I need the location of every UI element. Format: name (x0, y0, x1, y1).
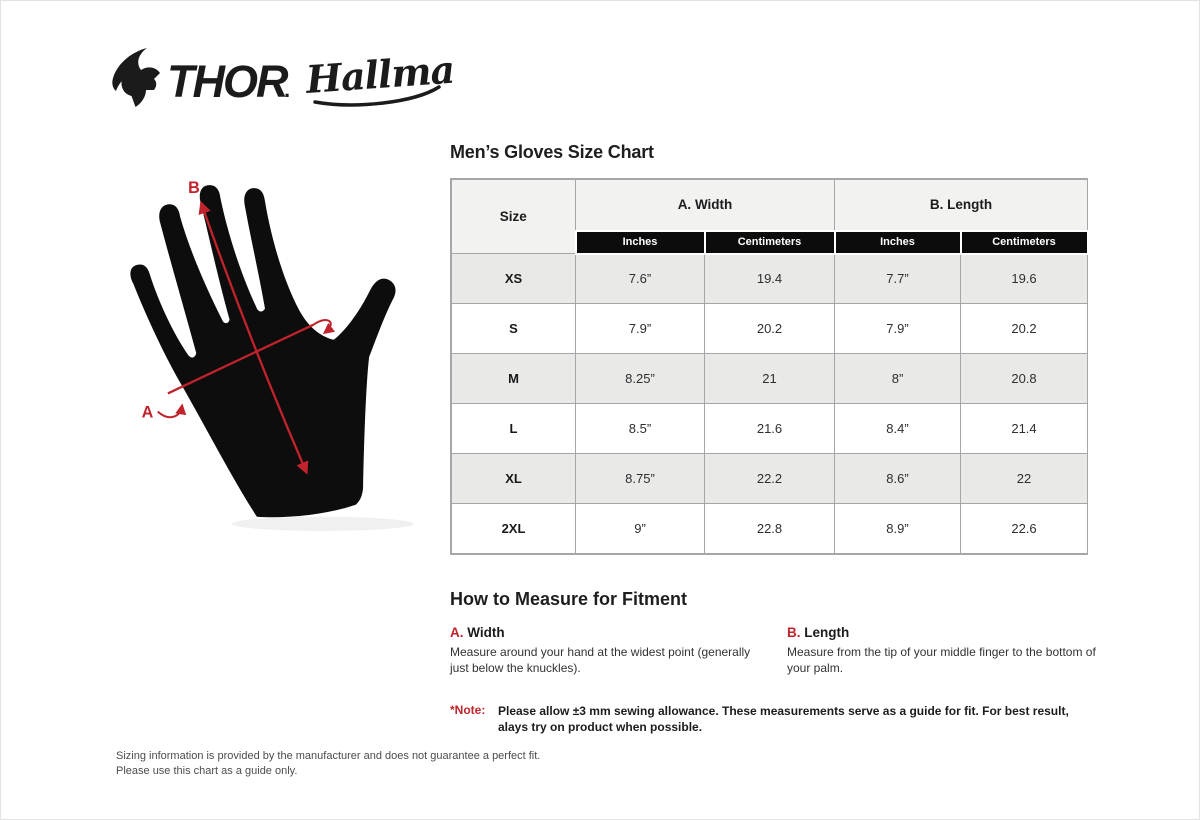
value-cell: 22 (960, 453, 1088, 504)
footer-line-2: Please use this chart as a guide only. (116, 765, 298, 777)
value-cell: 9” (575, 503, 705, 554)
measure-item-length-heading: B. Length (787, 625, 1099, 640)
value-cell: 8.6” (834, 453, 961, 504)
length-arrow-b (198, 200, 309, 475)
subheader-width-inches: Inches (574, 229, 706, 255)
size-cell: L (451, 403, 576, 454)
value-cell: 21.4 (960, 403, 1088, 454)
measure-name-length: Length (804, 625, 850, 640)
sizing-note: *Note: Please allow ±3 mm sewing allowan… (450, 703, 1095, 735)
table-row-2xl: 2XL 9” 22.8 8.9” 22.6 (451, 503, 1088, 554)
measure-desc-length: Measure from the tip of your middle fing… (787, 645, 1096, 675)
size-chart-title: Men’s Gloves Size Chart (450, 142, 654, 162)
value-cell: 8.5” (575, 403, 705, 454)
hallman-swash (313, 85, 441, 107)
width-arrow-a-hook (312, 319, 336, 335)
value-cell: 8.25” (575, 353, 705, 404)
width-arrow-a-tail (157, 403, 187, 419)
size-table: Size A. Width B. Length Inches Centimete… (450, 178, 1089, 555)
value-cell: 8” (834, 353, 961, 404)
col-header-width: A. Width (575, 179, 835, 231)
value-cell: 7.9” (575, 303, 705, 354)
value-cell: 20.2 (704, 303, 835, 354)
table-subheader-row: Inches Centimeters Inches Centimeters (452, 229, 1089, 255)
col-header-length: B. Length (834, 179, 1088, 231)
measure-item-width-heading: A. Width (450, 625, 762, 640)
value-cell: 21 (704, 353, 835, 404)
value-cell: 22.6 (960, 503, 1088, 554)
measure-item-length: B. Length Measure from the tip of your m… (787, 625, 1099, 676)
value-cell: 22.8 (704, 503, 835, 554)
glove-label-b: B (188, 179, 200, 197)
how-to-measure-title: How to Measure for Fitment (450, 589, 688, 609)
table-row-s: S 7.9” 20.2 7.9” 20.2 (451, 303, 1088, 354)
note-label: *Note: (450, 703, 486, 717)
hallman-logo-text: Hallman (303, 45, 454, 102)
value-cell: 7.6” (575, 253, 705, 304)
table-row-m: M 8.25” 21 8” 20.8 (451, 353, 1088, 404)
col-header-size: Size (451, 179, 576, 254)
thor-logo-text: THOR (167, 56, 289, 107)
value-cell: 19.4 (704, 253, 835, 304)
value-cell: 8.75” (575, 453, 705, 504)
table-group-header-row: Size A. Width B. Length (451, 179, 1088, 254)
note-text: Please allow ±3 mm sewing allowance. The… (498, 704, 1069, 734)
value-cell: 20.8 (960, 353, 1088, 404)
table-row-l: L 8.5” 21.6 8.4” 21.4 (451, 403, 1088, 454)
glove-shadow (231, 516, 414, 531)
glove-silhouette (130, 185, 396, 518)
measure-letter-a: A. (450, 625, 464, 640)
glove-diagram: B A (130, 179, 414, 531)
value-cell: 8.9” (834, 503, 961, 554)
measure-letter-b: B. (787, 625, 801, 640)
value-cell: 7.7” (834, 253, 961, 304)
measure-item-width: A. Width Measure around your hand at the… (450, 625, 762, 676)
thor-logo-dot: . (284, 77, 290, 102)
subheader-length-inches: Inches (833, 229, 962, 255)
value-cell: 22.2 (704, 453, 835, 504)
table-row-xs: XS 7.6” 19.4 7.7” 19.6 (451, 253, 1088, 304)
glove-label-a: A (142, 404, 154, 422)
measure-desc-width: Measure around your hand at the widest p… (450, 645, 751, 675)
size-cell: XS (451, 253, 576, 304)
size-cell: S (451, 303, 576, 354)
subheader-length-centimeters: Centimeters (959, 229, 1089, 255)
size-cell: M (451, 353, 576, 404)
width-arrow-a (167, 323, 315, 395)
value-cell: 21.6 (704, 403, 835, 454)
thor-goat-icon (112, 48, 160, 107)
value-cell: 8.4” (834, 403, 961, 454)
table-row-xl: XL 8.75” 22.2 8.6” 22 (451, 453, 1088, 504)
subheader-width-centimeters: Centimeters (703, 229, 836, 255)
footer-line-1: Sizing information is provided by the ma… (116, 750, 541, 762)
value-cell: 20.2 (960, 303, 1088, 354)
measure-name-width: Width (467, 625, 505, 640)
size-table-grid: Size A. Width B. Length Inches Centimete… (451, 179, 1089, 554)
size-cell: XL (451, 453, 576, 504)
value-cell: 7.9” (834, 303, 961, 354)
value-cell: 19.6 (960, 253, 1088, 304)
size-cell: 2XL (451, 503, 576, 554)
footer-disclaimer: Sizing information is provided by the ma… (116, 749, 540, 779)
brand-logos: THOR . Hallman (112, 45, 454, 107)
